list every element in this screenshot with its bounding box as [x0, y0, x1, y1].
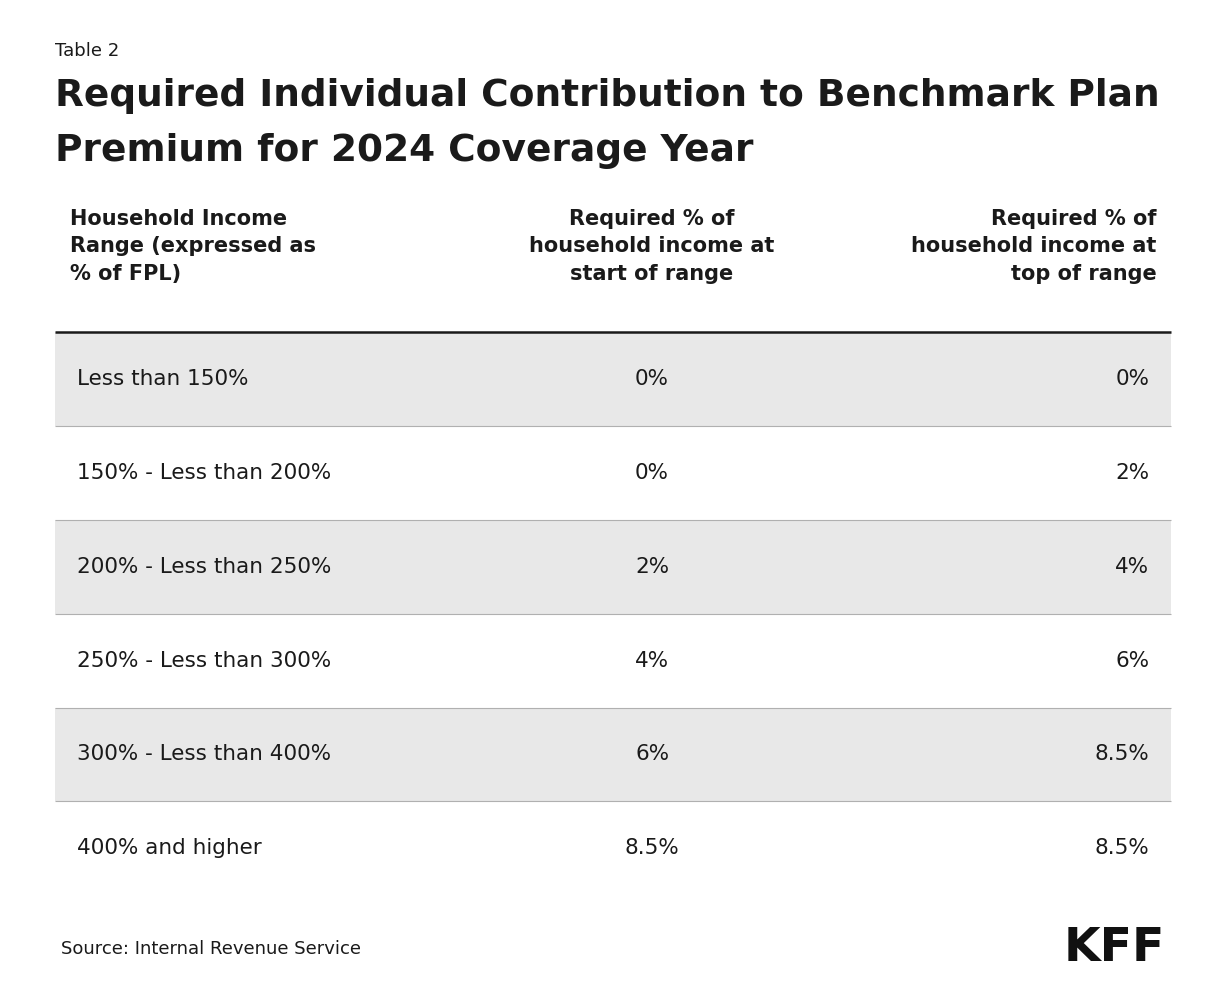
Text: Less than 150%: Less than 150% — [77, 369, 249, 389]
Bar — [55, 614, 1171, 707]
Text: 4%: 4% — [636, 651, 670, 671]
Text: 150% - Less than 200%: 150% - Less than 200% — [77, 463, 331, 483]
Text: 400% and higher: 400% and higher — [77, 838, 261, 858]
Text: 250% - Less than 300%: 250% - Less than 300% — [77, 651, 331, 671]
Bar — [55, 520, 1171, 614]
Bar — [55, 426, 1171, 520]
Text: Table 2: Table 2 — [55, 42, 120, 60]
Bar — [55, 707, 1171, 802]
Text: 2%: 2% — [1115, 463, 1149, 483]
Text: 0%: 0% — [636, 369, 669, 389]
Text: Required % of
household income at
top of range: Required % of household income at top of… — [911, 209, 1157, 284]
Text: Household Income
Range (expressed as
% of FPL): Household Income Range (expressed as % o… — [70, 209, 316, 284]
Text: 300% - Less than 400%: 300% - Less than 400% — [77, 744, 331, 765]
Text: 6%: 6% — [636, 744, 670, 765]
Text: 6%: 6% — [1115, 651, 1149, 671]
Text: 8.5%: 8.5% — [1094, 838, 1149, 858]
Text: 0%: 0% — [1115, 369, 1149, 389]
Text: 200% - Less than 250%: 200% - Less than 250% — [77, 556, 332, 576]
Text: 8.5%: 8.5% — [1094, 744, 1149, 765]
Text: 0%: 0% — [636, 463, 669, 483]
Text: 4%: 4% — [1115, 556, 1149, 576]
Bar — [55, 332, 1171, 426]
Text: 2%: 2% — [636, 556, 670, 576]
Text: KFF: KFF — [1064, 927, 1165, 971]
Text: 8.5%: 8.5% — [625, 838, 680, 858]
Text: Source: Internal Revenue Service: Source: Internal Revenue Service — [61, 940, 361, 958]
Text: Required % of
household income at
start of range: Required % of household income at start … — [529, 209, 775, 284]
Text: Premium for 2024 Coverage Year: Premium for 2024 Coverage Year — [55, 133, 754, 169]
Text: Required Individual Contribution to Benchmark Plan: Required Individual Contribution to Benc… — [55, 78, 1159, 115]
Bar — [55, 802, 1171, 895]
